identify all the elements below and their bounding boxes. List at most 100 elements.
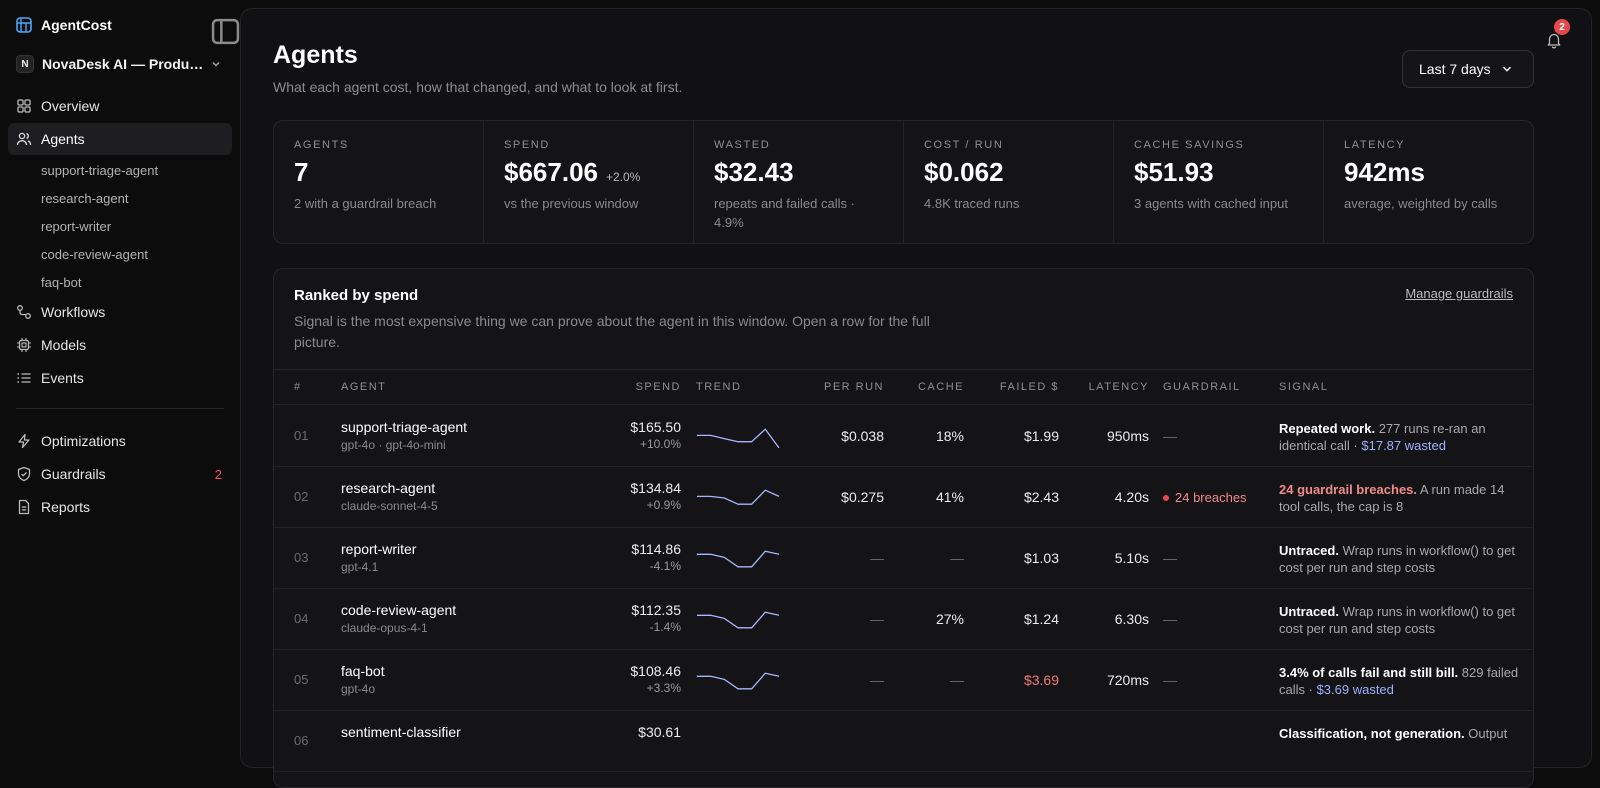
agent-model: gpt-4o — [341, 682, 376, 696]
page-subtitle: What each agent cost, how that changed, … — [273, 79, 683, 95]
trend-sparkline — [697, 550, 780, 568]
signal-headline: Repeated work. — [1279, 421, 1376, 436]
nav-models[interactable]: Models — [8, 329, 232, 361]
stat-value-row: $51.93 — [1134, 157, 1303, 188]
sidebar-agent-link[interactable]: report-writer — [41, 218, 112, 234]
agent-model: gpt-4.1 — [341, 560, 379, 574]
stat-label: Spend — [504, 139, 550, 151]
spend-delta: +0.9% — [646, 498, 681, 512]
manage-guardrails-link[interactable]: Manage guardrails — [1405, 286, 1513, 301]
col-agent[interactable]: Agent — [341, 381, 387, 393]
guardrail-value: — — [1163, 611, 1177, 627]
nav-guardrails[interactable]: Guardrails 2 — [8, 458, 232, 490]
trend-sparkline — [697, 672, 780, 690]
nav-label: Guardrails — [41, 466, 106, 482]
col-trend: Trend — [696, 381, 742, 393]
agents-table-card: Ranked by spend Signal is the most expen… — [273, 268, 1534, 788]
agent-name[interactable]: code-review-agent — [341, 602, 457, 618]
sidebar-toggle-icon[interactable] — [211, 17, 240, 46]
table-row[interactable]: 01 support-triage-agent gpt-4o · gpt-4o-… — [274, 406, 1533, 467]
table-row[interactable]: 04 code-review-agent claude-opus-4-1 $11… — [274, 589, 1533, 650]
signal-headline: Untraced. — [1279, 543, 1339, 558]
cache-value: 18% — [935, 428, 964, 444]
signal-alert: 24 guardrail breaches. — [1279, 482, 1418, 497]
spend-delta: -4.1% — [649, 559, 681, 573]
sidebar-divider — [16, 408, 224, 409]
nav-reports[interactable]: Reports — [8, 491, 232, 523]
latency-value: 6.30s — [1114, 611, 1149, 627]
stat-value: $667.06 — [504, 157, 598, 187]
stat-label: Agents — [294, 139, 349, 151]
bolt-icon — [18, 433, 30, 449]
nav-overview[interactable]: Overview — [8, 90, 232, 122]
table-row[interactable]: 05 faq-bot gpt-4o $108.46 +3.3% — — $3.69 72… — [274, 650, 1533, 711]
col-failed[interactable]: Failed $ — [999, 381, 1059, 393]
signal-detail: Output — [1464, 726, 1508, 741]
stat-value: $0.062 — [924, 157, 1004, 187]
guardrail-breach-badge[interactable]: 24 breaches — [1163, 490, 1247, 505]
bell-icon[interactable] — [1545, 31, 1563, 49]
signal-detail: 829 failed calls · — [1279, 665, 1519, 697]
col-latency[interactable]: Latency — [1088, 381, 1149, 393]
grid-icon — [17, 99, 31, 113]
failed-value: $2.43 — [1023, 489, 1059, 505]
nav-agents[interactable]: Agents — [8, 123, 232, 155]
row-rank: 03 — [294, 550, 309, 565]
col-spend[interactable]: Spend — [635, 381, 681, 393]
signal-text: Classification, not generation. Output — [1279, 725, 1519, 742]
agent-name[interactable]: research-agent — [341, 480, 436, 496]
trend-sparkline — [697, 611, 780, 629]
org-switcher[interactable]: N NovaDesk AI — Production — [8, 52, 232, 76]
table-row[interactable]: 03 report-writer gpt-4.1 $114.86 -4.1% — —… — [274, 528, 1533, 589]
agent-model: claude-sonnet-4-5 — [341, 499, 438, 513]
sidebar-agent-link[interactable]: research-agent — [41, 190, 129, 206]
nav-optimizations[interactable]: Optimizations — [8, 425, 232, 457]
nav-events[interactable]: Events — [8, 362, 232, 394]
stat-label: Cache savings — [1134, 139, 1245, 151]
col-cache[interactable]: Cache — [917, 381, 964, 393]
date-range-select[interactable]: Last 7 days — [1402, 50, 1534, 88]
signal-detail: A run made 14 tool calls, the cap is 8 — [1279, 482, 1505, 514]
agent-name[interactable]: report-writer — [341, 541, 417, 557]
agent-name[interactable]: sentiment-classifier — [341, 724, 461, 740]
guardrail-value: — — [1163, 672, 1177, 688]
table-row[interactable]: 02 research-agent claude-sonnet-4-5 $134… — [274, 467, 1533, 528]
spend-value: $108.46 — [630, 663, 681, 679]
stat-card: Spend $667.06 +2.0% vs the previous windo… — [484, 121, 694, 243]
row-rank: 04 — [294, 611, 309, 626]
table-row[interactable]: 06 sentiment-classifier $30.61 Classific… — [274, 711, 1533, 772]
stat-value: 7 — [294, 157, 309, 187]
nav-label: Workflows — [41, 304, 106, 320]
latency-value: 950ms — [1106, 428, 1149, 444]
stat-description: 2 with a guardrail breach — [294, 196, 437, 211]
brand[interactable]: AgentCost — [8, 14, 232, 36]
users-icon — [16, 132, 32, 146]
chip-icon — [17, 338, 31, 352]
spend-value: $165.50 — [630, 419, 681, 435]
table-header: # Agent Spend Trend Per run Cache Failed… — [274, 369, 1533, 405]
logo-icon — [16, 17, 32, 33]
signal-text: Untraced. Wrap runs in workflow() to get… — [1279, 603, 1519, 637]
stat-value-row: $0.062 — [924, 157, 1093, 188]
spend-cell: $108.46 +3.3% — [630, 663, 681, 695]
stat-delta: +2.0% — [605, 170, 641, 184]
sidebar-agent-link[interactable]: faq-bot — [41, 274, 82, 290]
workflow-icon — [17, 305, 31, 319]
spend-cell: $30.61 — [638, 724, 681, 742]
agent-name[interactable]: faq-bot — [341, 663, 385, 679]
cache-value: — — [950, 672, 964, 688]
agent-name[interactable]: support-triage-agent — [341, 419, 468, 435]
signal-headline: Untraced. — [1279, 604, 1339, 619]
notification-badge: 2 — [1554, 19, 1570, 35]
stat-label: Latency — [1344, 139, 1406, 151]
spend-value: $30.61 — [638, 724, 681, 740]
per-run-value: $0.275 — [841, 489, 884, 505]
stat-description: 4.8K traced runs — [924, 196, 1020, 211]
signal-detail: Wrap runs in workflow() to get cost per … — [1279, 543, 1516, 575]
stat-value-row: $32.43 — [714, 157, 883, 188]
col-per-run[interactable]: Per run — [823, 381, 884, 393]
sidebar-agent-link[interactable]: code-review-agent — [41, 246, 148, 262]
sidebar-agent-link[interactable]: support-triage-agent — [41, 162, 159, 178]
stat-card: Cost / run $0.062 4.8K traced runs — [904, 121, 1114, 243]
nav-workflows[interactable]: Workflows — [8, 296, 232, 328]
